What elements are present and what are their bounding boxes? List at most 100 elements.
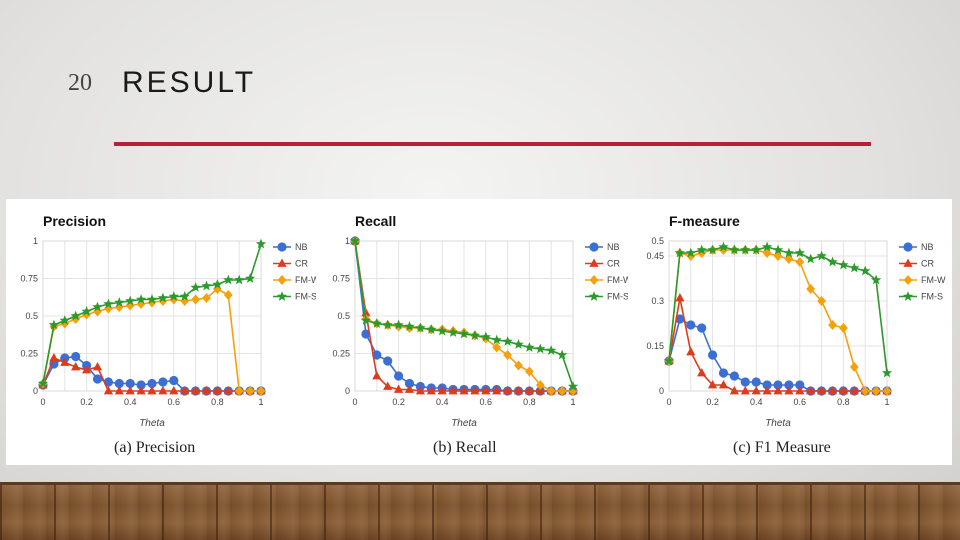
precision-x-tick-label: 0.8 — [211, 397, 224, 407]
recall-series-fm-s-point — [502, 336, 513, 346]
f-measure-series-cr-point — [784, 386, 794, 395]
legend-fm-w-marker — [589, 275, 599, 285]
f-measure-series-cr-point — [675, 293, 685, 302]
recall-series-fm-s-point — [437, 325, 448, 336]
recall-series-cr-point — [437, 386, 447, 395]
f-measure-series-fm-s-point — [805, 253, 816, 264]
caption-f-measure: (c) F1 Measure — [733, 439, 831, 456]
recall-series-nb-point — [361, 329, 371, 339]
f-measure-x-tick-label: 0.4 — [750, 397, 763, 407]
legend-fm-s-label: FM-S — [921, 292, 943, 302]
precision-series-fm-s-point — [59, 315, 70, 325]
precision-series-nb-point — [114, 378, 124, 389]
recall-series-fm-s-point — [524, 342, 535, 352]
precision-y-tick-label: 1 — [33, 236, 38, 246]
f-measure-series-fm-s-point — [772, 244, 784, 255]
recall-series-fm-s-point — [382, 319, 393, 330]
f-measure-series-cr-point — [773, 386, 783, 395]
f-measure-series-fm-s-point — [740, 244, 751, 255]
f-measure-x-tick-label: 0.8 — [837, 397, 850, 407]
recall-x-axis-label: Theta — [451, 418, 477, 429]
f-measure-series-nb-point — [729, 371, 739, 381]
precision-series-cr-point — [92, 362, 103, 371]
f-measure-x-tick-label: 0.2 — [706, 397, 719, 407]
legend-nb-label: NB — [295, 242, 308, 252]
f-measure-series-nb-point — [686, 320, 696, 330]
recall-series-fm-w-point — [503, 350, 512, 360]
recall-series-cr-point — [361, 308, 371, 317]
legend-cr-label: CR — [295, 259, 308, 269]
precision-series-cr-point — [201, 386, 212, 395]
f-measure-series-fm-s-point — [718, 241, 729, 252]
precision-series-nb-point — [71, 351, 81, 362]
recall-series-fm-w-point — [525, 366, 534, 377]
recall-series-nb-point — [394, 371, 404, 381]
precision-series-fm-w-point — [223, 290, 233, 300]
recall-series-nb-point — [404, 378, 415, 389]
precision-series-fm-s-point — [179, 291, 190, 301]
legend-cr-marker — [277, 258, 287, 267]
recall-series-fm-s-point — [458, 328, 470, 339]
f-measure-series-cr-point — [718, 380, 729, 389]
precision-series-cr-point — [169, 386, 179, 395]
f-measure-series-nb-point — [708, 350, 718, 360]
legend-fm-w-label: FM-W — [295, 275, 316, 285]
f-measure-series-cr-point — [806, 386, 816, 395]
recall-series-cr-point — [448, 386, 458, 395]
precision-series-cr-point — [71, 362, 81, 371]
recall-y-tick-label: 0 — [345, 386, 350, 396]
f-measure-title: F-measure — [669, 213, 740, 229]
precision-series-nb-point — [158, 377, 168, 387]
f-measure-y-tick-label: 0 — [659, 386, 664, 396]
recall-x-tick-label: 0.8 — [523, 397, 536, 407]
precision-y-tick-label: 0.25 — [20, 349, 38, 359]
f-measure-y-tick-label: 0.45 — [646, 251, 664, 261]
recall-series-fm-s-point — [393, 319, 404, 330]
recall-series-fm-w-point — [568, 386, 578, 396]
f-measure-series-cr-point — [838, 386, 848, 395]
precision-series-fm-w-point — [82, 309, 91, 320]
precision-series-cr-point — [212, 386, 222, 395]
recall-series-fm-w-point — [546, 386, 556, 396]
recall-series-fm-s-point — [404, 321, 415, 331]
precision-series-cr-point — [103, 386, 113, 395]
f-measure-chart: F-measure 0 0.2 0.4 0.6 0.8 1 0 0.15 0.3 0.45 0.5 Th… — [646, 213, 946, 429]
f-measure-series-nb-point — [751, 377, 761, 387]
recall-series-fm-w-point — [557, 386, 567, 396]
f-measure-series-fm-w-point — [773, 251, 783, 261]
slide-title: RESULT — [122, 66, 257, 99]
f-measure-x-tick-label: 1 — [884, 397, 889, 407]
precision-series-cr-point — [191, 386, 201, 395]
f-measure-series-fm-s-point — [870, 274, 882, 285]
f-measure-series-fm-s-point — [849, 262, 860, 273]
recall-series-fm-s-point — [513, 339, 524, 349]
recall-series-fm-s-point — [360, 315, 372, 325]
precision-series-nb-point — [125, 378, 135, 389]
caption-recall: (b) Recall — [433, 439, 497, 456]
recall-y-tick-label: 0.5 — [337, 311, 350, 321]
precision-y-tick-label: 0.5 — [25, 311, 38, 321]
precision-series-cr-point — [114, 386, 124, 395]
recall-series-cr-point — [415, 386, 425, 395]
f-measure-series-nb-point — [718, 368, 729, 378]
legend-nb-marker — [277, 242, 287, 252]
precision-series-fm-s-point — [244, 273, 256, 283]
wood-floor — [0, 482, 960, 540]
f-measure-series-fm-w-point — [795, 257, 805, 267]
f-measure-x-axis-label: Theta — [765, 418, 791, 429]
legend-fm-s-marker — [588, 291, 600, 301]
f-measure-series-nb-point — [784, 380, 794, 390]
precision-series-cr-point — [136, 386, 146, 395]
f-measure-series-nb-point — [697, 323, 707, 333]
precision-title: Precision — [43, 213, 106, 229]
precision-series-fm-w-point — [191, 294, 200, 305]
precision-series-nb-point — [136, 380, 146, 390]
f-measure-series-fm-s-point — [827, 256, 838, 267]
precision-series-cr-point — [60, 357, 70, 366]
precision-series-nb-point — [169, 375, 179, 386]
recall-series-cr-point — [503, 386, 513, 395]
recall-series-fm-w-point — [514, 360, 523, 371]
f-measure-series-fm-w-point — [806, 284, 816, 294]
precision-series-fm-s-point — [103, 298, 114, 309]
figure-panel: Precision 0 0.2 0.4 0.6 0.8 1 0 0.25 0.5 0.75 1 Thet… — [6, 199, 952, 465]
